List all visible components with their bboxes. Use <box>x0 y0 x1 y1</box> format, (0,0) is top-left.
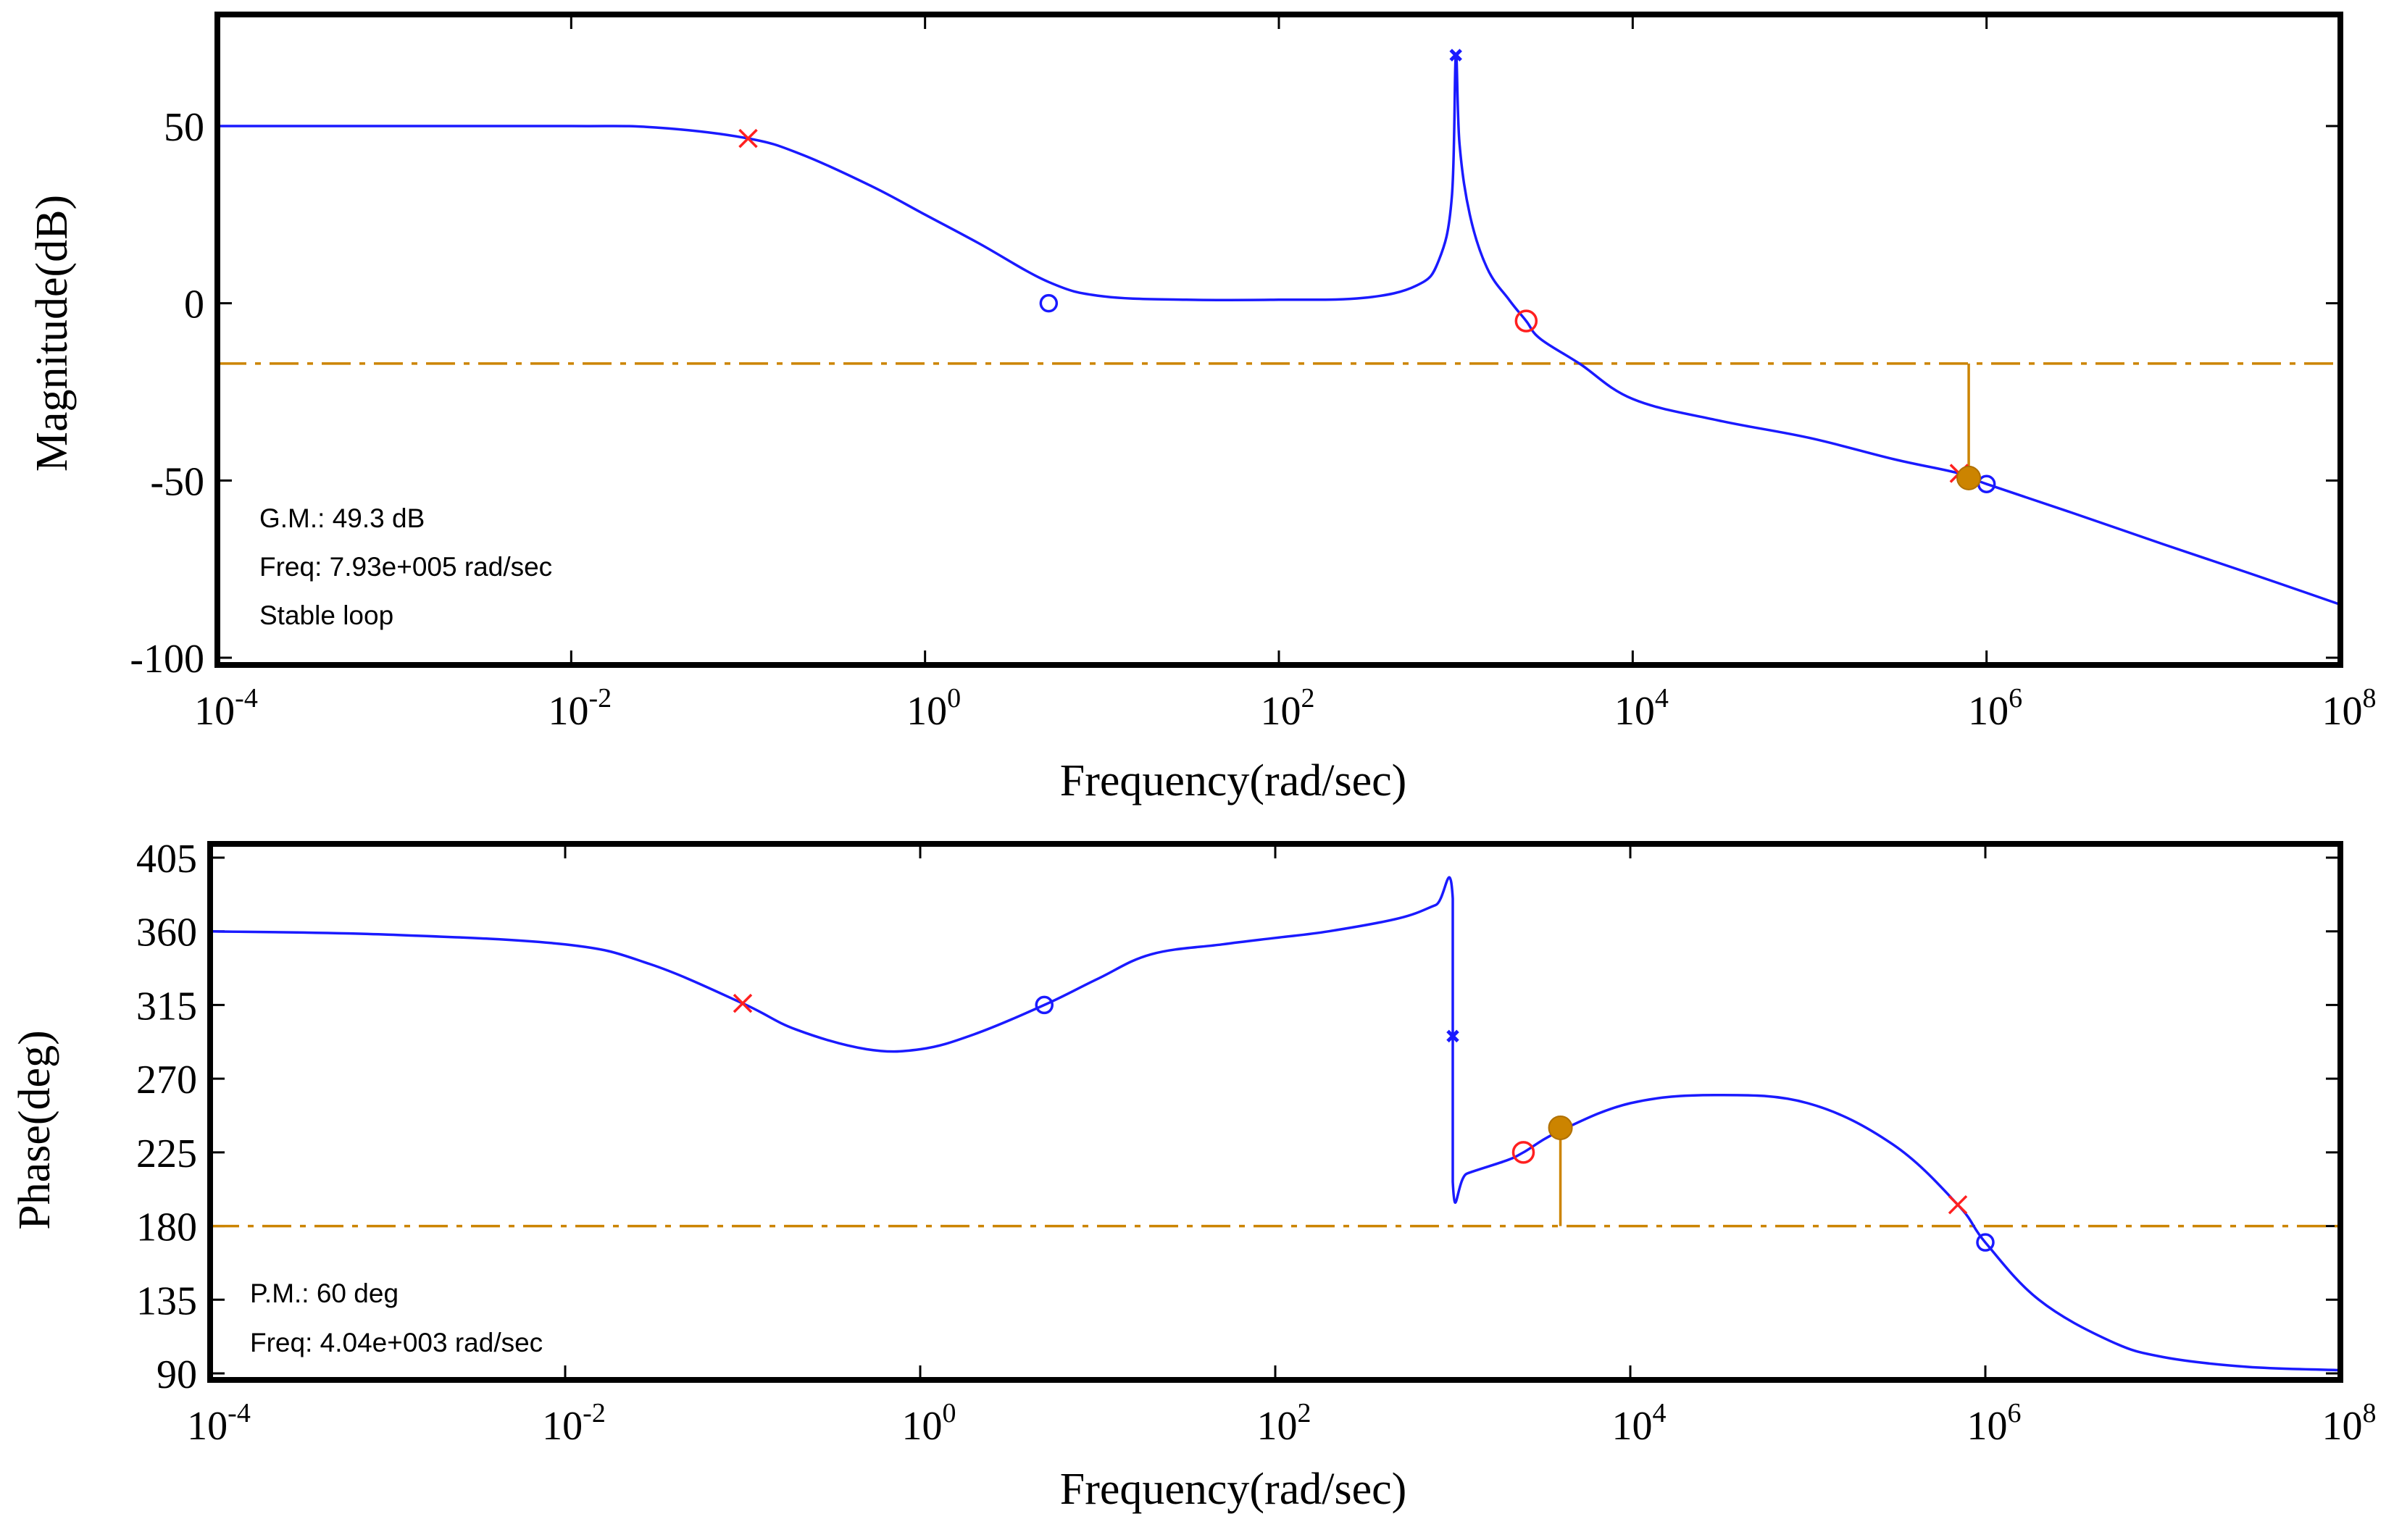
ph-zero-marker <box>1511 1141 1535 1164</box>
ph-y-tick-label: 180 <box>136 1205 197 1250</box>
ph-y-tick-label: 405 <box>136 837 197 882</box>
mag-x-tick-label: 100 <box>906 683 961 734</box>
magnitude-x-tick-labels: 10-4 10-2 100 102 104 106 108 <box>194 683 2376 734</box>
mag-zero-marker <box>1514 309 1538 332</box>
mag-zero-marker <box>1039 293 1059 313</box>
ph-pole-marker <box>733 993 753 1013</box>
ph-y-tick-label: 315 <box>136 984 197 1029</box>
stable-loop-text: Stable loop <box>259 600 393 630</box>
phase-margin-freq-text: Freq: 4.04e+003 rad/sec <box>250 1328 543 1357</box>
phase-ticks <box>209 844 2342 1380</box>
ph-y-tick-label: 225 <box>136 1131 197 1176</box>
magnitude-plot-frame <box>214 12 2343 668</box>
gain-margin-freq-text: Freq: 7.93e+005 rad/sec <box>259 552 552 582</box>
phase-margin-annotation: P.M.: 60 deg Freq: 4.04e+003 rad/sec <box>250 1279 543 1357</box>
phase-curve <box>209 876 2341 1372</box>
phase-margin-text: P.M.: 60 deg <box>250 1279 399 1308</box>
ph-x-tick-label: 108 <box>2322 1398 2377 1449</box>
mag-y-tick-label: -100 <box>130 637 204 682</box>
ph-x-tick-label: 100 <box>902 1398 956 1449</box>
magnitude-x-axis-title: Frequency(rad/sec) <box>1060 756 1407 805</box>
mag-y-tick-label: 0 <box>184 283 204 327</box>
gain-margin-text: G.M.: 49.3 dB <box>259 503 425 533</box>
phase-y-axis-title: Phase(deg) <box>10 1030 59 1229</box>
mag-x-tick-label: 108 <box>2322 683 2377 734</box>
mag-x-tick-label: 10-2 <box>549 683 612 734</box>
ph-pole-marker <box>1948 1194 1968 1215</box>
ph-x-tick-label: 10-4 <box>187 1398 251 1449</box>
ph-x-tick-label: 10-2 <box>542 1398 606 1449</box>
mag-pole-marker <box>1449 49 1462 62</box>
phase-x-axis-title: Frequency(rad/sec) <box>1060 1465 1407 1514</box>
ph-x-tick-label: 102 <box>1257 1398 1311 1449</box>
mag-x-tick-label: 104 <box>1614 683 1669 734</box>
magnitude-curve <box>217 53 2341 606</box>
ph-x-tick-label: 106 <box>1967 1398 2022 1449</box>
ph-zero-marker <box>1976 1233 1995 1252</box>
ph-pole-marker <box>1446 1029 1459 1043</box>
mag-x-tick-label: 106 <box>1968 683 2022 734</box>
magnitude-y-axis-title: Magnitude(dB) <box>28 195 77 472</box>
phase-panel: Phase(deg) Frequency(rad/sec) 405 360 315 2… <box>10 837 2377 1514</box>
magnitude-panel: Magnitude(dB) Frequency(rad/sec) 50 0 -50 -… <box>28 12 2377 805</box>
gain-margin-annotation: G.M.: 49.3 dB Freq: 7.93e+005 rad/sec St… <box>259 503 552 630</box>
mag-x-tick-label: 102 <box>1261 683 1315 734</box>
phase-plot-frame <box>207 841 2343 1383</box>
ph-y-tick-label: 360 <box>136 911 197 955</box>
ph-x-tick-label: 104 <box>1612 1398 1667 1449</box>
gain-margin-marker[interactable] <box>1956 465 1982 490</box>
mag-y-tick-label: 50 <box>164 105 204 150</box>
mag-x-tick-label: 10-4 <box>194 683 258 734</box>
ph-y-tick-label: 270 <box>136 1058 197 1102</box>
mag-y-tick-label: -50 <box>150 459 204 504</box>
phase-y-tick-labels: 405 360 315 270 225 180 135 90 <box>136 837 197 1397</box>
magnitude-y-tick-labels: 50 0 -50 -100 <box>130 105 204 682</box>
phase-pole-zero-markers <box>733 993 1995 1252</box>
ph-y-tick-label: 135 <box>136 1279 197 1323</box>
phase-x-tick-labels: 10-4 10-2 100 102 104 106 108 <box>187 1398 2376 1449</box>
phase-margin-marker[interactable] <box>1548 1115 1573 1140</box>
magnitude-pole-zero-markers <box>738 49 1996 493</box>
ph-y-tick-label: 90 <box>157 1352 197 1397</box>
mag-pole-marker <box>738 128 758 148</box>
ph-zero-marker <box>1035 995 1054 1015</box>
